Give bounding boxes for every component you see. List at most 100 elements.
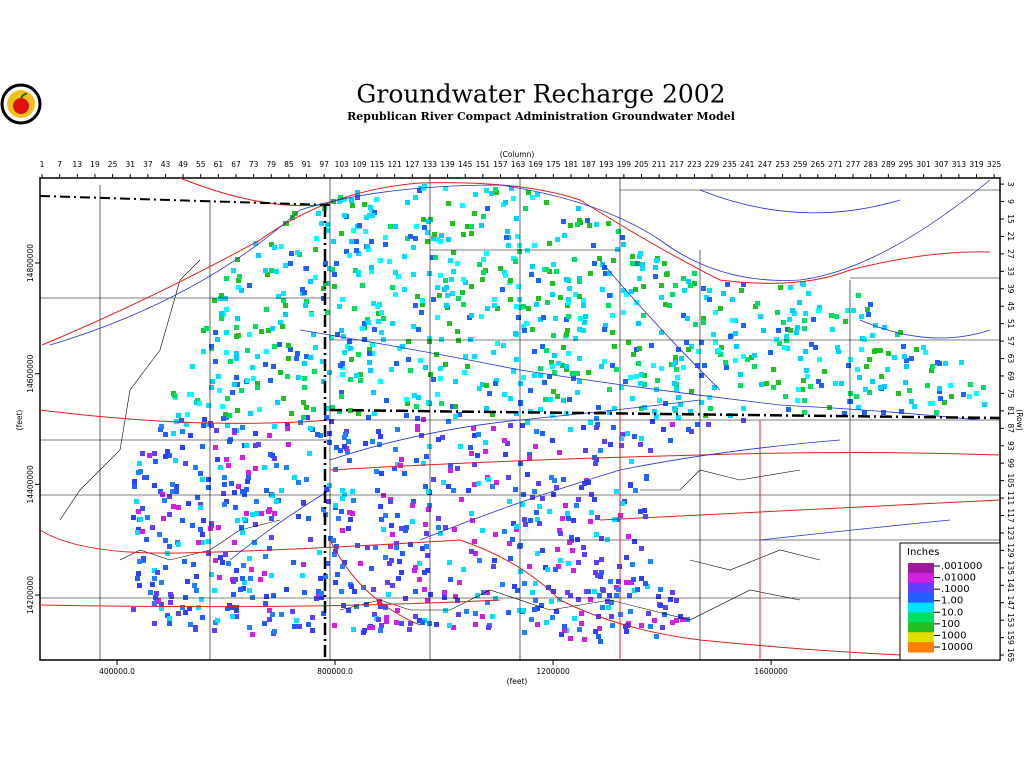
column-tick-label: 139	[440, 160, 455, 169]
recharge-cell	[518, 305, 523, 310]
recharge-cell	[208, 526, 213, 531]
recharge-cell	[340, 528, 345, 533]
recharge-cell	[638, 251, 643, 256]
recharge-cell	[439, 337, 444, 342]
recharge-cell	[882, 384, 887, 389]
recharge-cell	[854, 394, 859, 399]
legend-label: .001000	[941, 561, 982, 572]
recharge-cell	[331, 239, 336, 244]
recharge-cell	[699, 340, 704, 345]
row-tick-label: 27	[1006, 249, 1015, 259]
recharge-cell	[504, 235, 509, 240]
recharge-cell	[340, 488, 345, 493]
recharge-cell	[434, 352, 439, 357]
recharge-cell	[342, 560, 347, 565]
recharge-cell	[321, 286, 326, 291]
recharge-cell	[362, 628, 367, 633]
recharge-cell	[943, 361, 948, 366]
recharge-cell	[224, 307, 229, 312]
recharge-cell	[679, 356, 684, 361]
recharge-cell	[321, 379, 326, 384]
recharge-cell	[247, 588, 252, 593]
recharge-cell	[262, 465, 267, 470]
recharge-cell	[329, 419, 334, 424]
recharge-cell	[471, 426, 476, 431]
legend-label: .1000	[941, 584, 970, 595]
recharge-cell	[594, 532, 599, 537]
recharge-cell	[803, 349, 808, 354]
recharge-cell	[176, 413, 181, 418]
recharge-cell	[461, 277, 466, 282]
recharge-cell	[302, 590, 307, 595]
recharge-cell	[240, 425, 245, 430]
recharge-cell	[159, 602, 164, 607]
recharge-cell	[283, 303, 288, 308]
recharge-cell	[657, 398, 662, 403]
recharge-cell	[558, 558, 563, 563]
recharge-cell	[495, 341, 500, 346]
recharge-cell	[342, 492, 347, 497]
recharge-cell	[410, 503, 415, 508]
recharge-cell	[547, 509, 552, 514]
recharge-cell	[533, 598, 538, 603]
recharge-cell	[269, 535, 274, 540]
recharge-cell	[356, 352, 361, 357]
recharge-cell	[381, 493, 386, 498]
recharge-cell	[565, 303, 570, 308]
column-tick-label: 133	[423, 160, 438, 169]
recharge-cell	[306, 516, 311, 521]
recharge-cell	[457, 580, 462, 585]
recharge-cell	[594, 222, 599, 227]
recharge-cell	[493, 187, 498, 192]
recharge-cell	[443, 362, 448, 367]
recharge-cell	[411, 324, 416, 329]
recharge-cell	[452, 527, 457, 532]
recharge-cell	[540, 431, 545, 436]
recharge-cell	[668, 438, 673, 443]
recharge-cell	[734, 344, 739, 349]
recharge-cell	[476, 432, 481, 437]
recharge-cell	[540, 344, 545, 349]
recharge-cell	[351, 228, 356, 233]
recharge-cell	[404, 413, 409, 418]
recharge-cell	[132, 484, 137, 489]
recharge-cell	[581, 425, 586, 430]
recharge-cell	[134, 499, 139, 504]
recharge-cell	[378, 258, 383, 263]
recharge-cell	[340, 496, 345, 501]
recharge-cell	[546, 585, 551, 590]
recharge-cell	[547, 241, 552, 246]
recharge-cell	[250, 632, 255, 637]
recharge-cell	[270, 612, 275, 617]
recharge-cell	[481, 590, 486, 595]
column-tick-label: 7	[57, 160, 62, 169]
recharge-cell	[865, 307, 870, 312]
column-tick-label: 43	[161, 160, 171, 169]
recharge-cell	[411, 499, 416, 504]
recharge-cell	[594, 560, 599, 565]
row-tick-label: 99	[1006, 458, 1015, 468]
recharge-cell	[542, 380, 547, 385]
recharge-cell	[241, 563, 246, 568]
recharge-cell	[948, 383, 953, 388]
recharge-cell	[508, 556, 513, 561]
recharge-cell	[413, 589, 418, 594]
x-axis-title: (feet)	[507, 677, 528, 686]
row-tick-label: 45	[1006, 301, 1015, 311]
county-boundaries	[40, 178, 1000, 660]
recharge-cell	[981, 385, 986, 390]
recharge-cell	[342, 444, 347, 449]
recharge-cell	[131, 607, 136, 612]
recharge-cell	[271, 593, 276, 598]
recharge-cell	[784, 334, 789, 339]
recharge-cell	[232, 490, 237, 495]
recharge-cell	[327, 431, 332, 436]
recharge-cell	[882, 325, 887, 330]
recharge-cell	[406, 339, 411, 344]
recharge-cell	[378, 379, 383, 384]
recharge-cell	[456, 296, 461, 301]
recharge-cell	[346, 439, 351, 444]
recharge-cell	[503, 273, 508, 278]
recharge-cell	[532, 607, 537, 612]
recharge-cell	[246, 470, 251, 475]
